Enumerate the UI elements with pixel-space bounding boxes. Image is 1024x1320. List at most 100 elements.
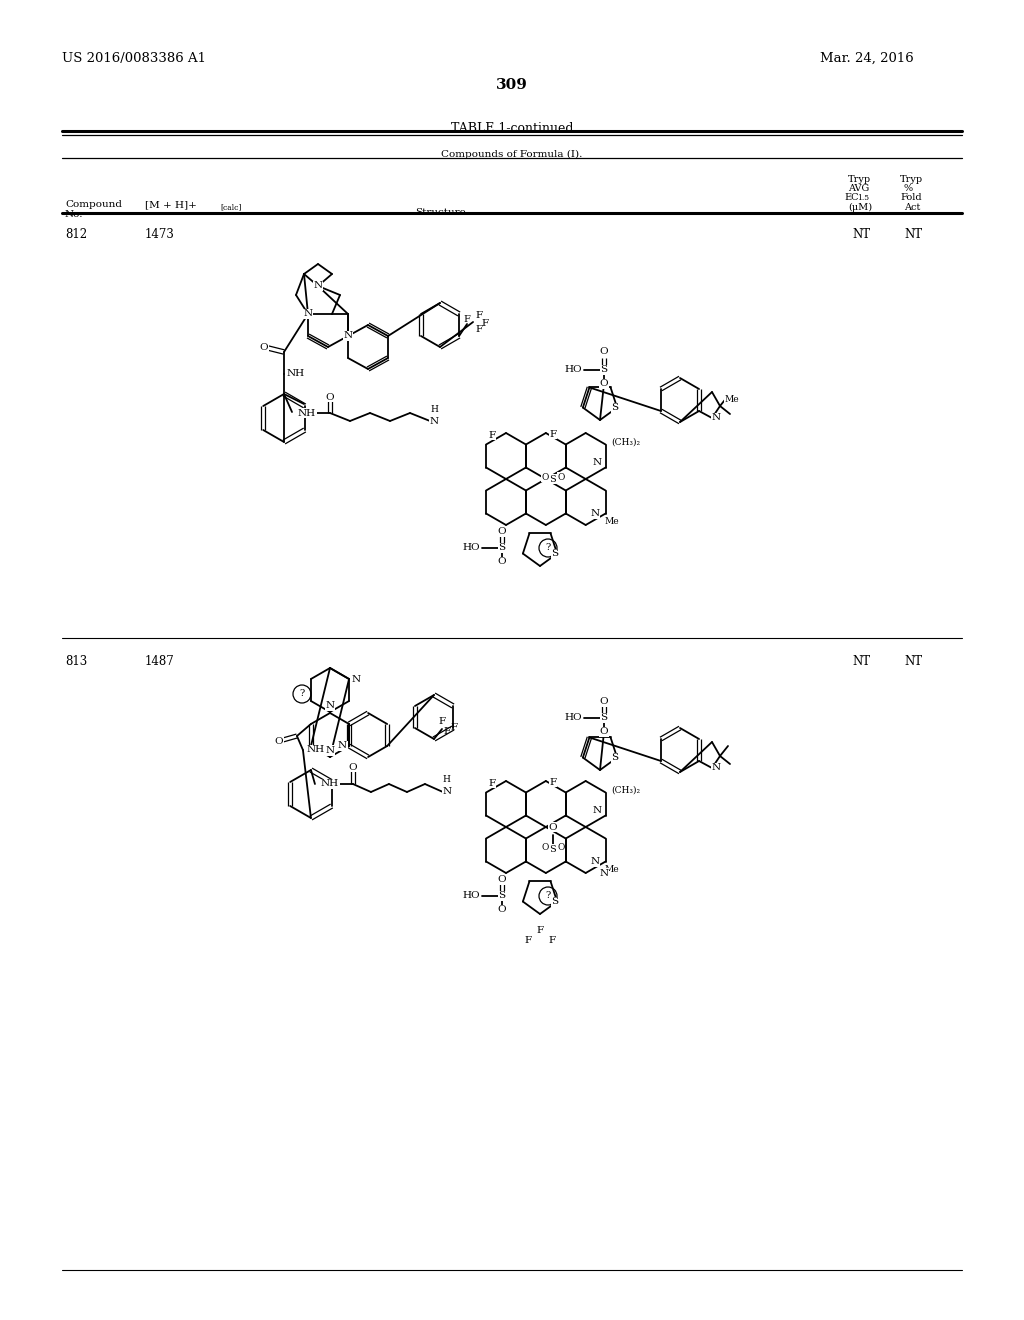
Text: O: O	[600, 380, 608, 388]
Text: O: O	[600, 697, 608, 706]
Text: O: O	[260, 343, 268, 352]
Text: O: O	[600, 727, 608, 737]
Text: [calc]: [calc]	[220, 203, 242, 211]
Text: F: F	[549, 429, 556, 438]
Text: F: F	[475, 312, 482, 321]
Text: F: F	[524, 936, 531, 945]
Text: O: O	[549, 822, 557, 832]
Text: N: N	[313, 281, 323, 290]
Text: S: S	[549, 845, 556, 854]
Text: F: F	[549, 936, 556, 945]
Text: F: F	[488, 430, 496, 440]
Text: (CH₃)₂: (CH₃)₂	[611, 785, 640, 795]
Text: N: N	[712, 763, 721, 772]
Text: S: S	[600, 366, 607, 375]
Text: O: O	[557, 473, 564, 482]
Text: 813: 813	[65, 655, 87, 668]
Text: F: F	[481, 318, 488, 327]
Text: NH: NH	[287, 370, 305, 379]
Text: Fold: Fold	[900, 193, 922, 202]
Text: S: S	[552, 898, 559, 906]
Text: F: F	[464, 315, 470, 325]
Text: %: %	[904, 183, 913, 193]
Text: 1473: 1473	[145, 228, 175, 242]
Text: F: F	[443, 726, 451, 735]
Text: N: N	[326, 701, 335, 710]
Text: O: O	[600, 347, 608, 356]
Text: 309: 309	[496, 78, 528, 92]
Text: O: O	[541, 473, 549, 482]
Text: N: N	[351, 675, 360, 684]
Text: Me: Me	[605, 517, 620, 527]
Text: O: O	[348, 763, 357, 771]
Text: Mar. 24, 2016: Mar. 24, 2016	[820, 51, 913, 65]
Text: 1487: 1487	[145, 655, 175, 668]
Text: O: O	[498, 557, 506, 566]
Text: EC: EC	[844, 193, 858, 202]
Text: HO: HO	[564, 366, 582, 375]
Text: HO: HO	[463, 891, 480, 900]
Text: Structure: Structure	[415, 209, 465, 216]
Text: N: N	[326, 746, 335, 755]
Text: NH: NH	[298, 408, 316, 417]
Text: 812: 812	[65, 228, 87, 242]
Text: (CH₃)₂: (CH₃)₂	[611, 438, 640, 446]
Text: N: N	[430, 417, 439, 425]
Text: N: N	[590, 857, 599, 866]
Text: Tryp: Tryp	[848, 176, 871, 183]
Text: 1.5: 1.5	[857, 194, 869, 202]
Text: N: N	[343, 331, 352, 341]
Text: O: O	[498, 528, 506, 536]
Text: No.: No.	[65, 210, 84, 219]
Text: O: O	[498, 906, 506, 915]
Text: (μM): (μM)	[848, 203, 872, 213]
Text: HO: HO	[564, 714, 582, 722]
Text: NT: NT	[852, 228, 870, 242]
Text: H: H	[443, 776, 451, 784]
Text: AVG: AVG	[848, 183, 869, 193]
Text: Tryp: Tryp	[900, 176, 923, 183]
Text: Compounds of Formula (I).: Compounds of Formula (I).	[441, 150, 583, 160]
Text: Me: Me	[725, 396, 739, 404]
Text: N: N	[303, 309, 312, 318]
Text: O: O	[498, 875, 506, 884]
Text: N: N	[599, 869, 608, 878]
Text: US 2016/0083386 A1: US 2016/0083386 A1	[62, 51, 206, 65]
Text: N: N	[712, 413, 721, 422]
Text: O: O	[326, 392, 334, 401]
Text: N: N	[593, 458, 602, 467]
Text: O: O	[541, 842, 549, 851]
Text: ?: ?	[299, 689, 304, 698]
Text: S: S	[611, 754, 618, 762]
Text: S: S	[499, 891, 506, 900]
Text: HO: HO	[463, 544, 480, 553]
Text: NH: NH	[307, 746, 325, 755]
Text: F: F	[488, 779, 496, 788]
Text: NH: NH	[321, 780, 339, 788]
Text: S: S	[499, 544, 506, 553]
Text: S: S	[611, 403, 618, 412]
Text: Act: Act	[904, 203, 921, 213]
Text: NT: NT	[852, 655, 870, 668]
Text: F: F	[450, 722, 457, 731]
Text: F: F	[475, 326, 482, 334]
Text: S: S	[549, 474, 556, 483]
Text: ?: ?	[546, 891, 551, 900]
Text: Me: Me	[605, 866, 620, 874]
Text: NT: NT	[904, 655, 923, 668]
Text: Compound: Compound	[65, 201, 122, 209]
Text: O: O	[557, 842, 564, 851]
Text: S: S	[552, 549, 559, 558]
Text: N: N	[338, 742, 347, 751]
Text: S: S	[600, 714, 607, 722]
Text: F: F	[537, 927, 544, 935]
Text: [M + H]+: [M + H]+	[145, 201, 197, 209]
Text: N: N	[443, 788, 452, 796]
Text: NT: NT	[904, 228, 923, 242]
Text: N: N	[590, 510, 599, 517]
Text: H: H	[430, 404, 438, 413]
Text: F: F	[438, 717, 445, 726]
Text: O: O	[274, 738, 284, 747]
Text: N: N	[593, 807, 602, 816]
Text: TABLE 1-continued: TABLE 1-continued	[451, 121, 573, 135]
